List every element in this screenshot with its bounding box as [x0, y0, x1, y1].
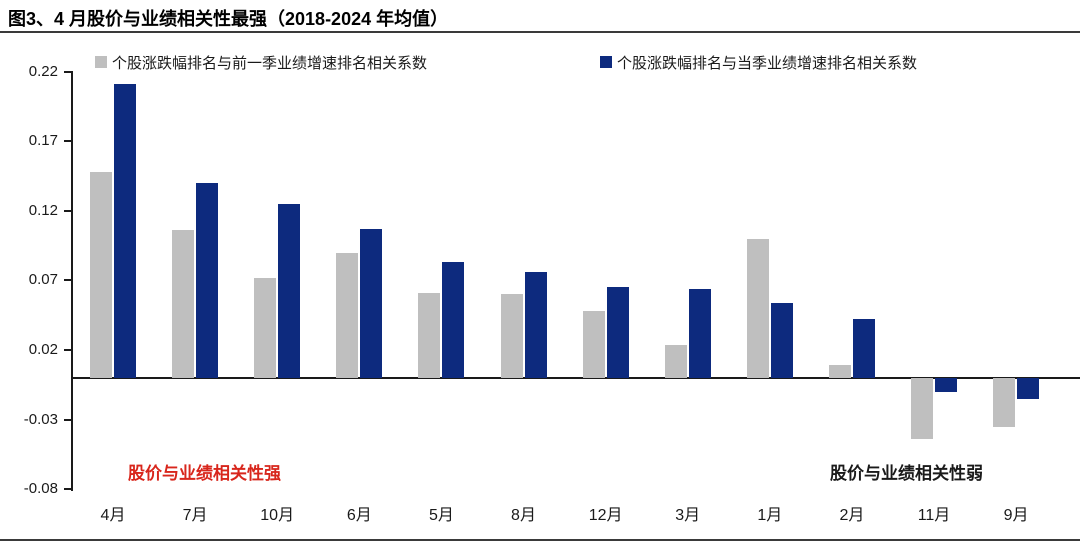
bar-prev-quarter [172, 230, 195, 378]
y-axis-line [71, 71, 73, 491]
annotation-weak-correlation: 股价与业绩相关性弱 [830, 464, 983, 483]
bar-current-quarter [935, 378, 957, 392]
y-axis-tick-label: 0.22 [28, 62, 58, 80]
x-axis-category-label: 1月 [757, 507, 783, 524]
figure-bottom-divider [0, 539, 1080, 541]
x-axis-category-label: 5月 [428, 507, 454, 524]
legend-item-current-quarter: 个股涨跌幅排名与当季业绩增速排名相关系数 [600, 52, 917, 72]
y-axis-tick-mark [64, 140, 72, 143]
y-axis-tick-mark [64, 488, 72, 491]
x-axis-category-label: 12月 [588, 507, 623, 524]
legend-swatch-blue [600, 56, 612, 68]
bar-prev-quarter [664, 344, 687, 378]
title-divider [0, 31, 1080, 33]
bar-prev-quarter [336, 252, 359, 378]
chart-title: 图3、4 月股价与业绩相关性最强（2018-2024 年均值） [8, 9, 449, 29]
bar-current-quarter [606, 287, 629, 378]
zero-baseline [71, 377, 1080, 379]
y-axis-tick-mark [64, 279, 72, 282]
y-axis-tick-label: -0.03 [23, 410, 58, 428]
x-axis-category-label: 9月 [1003, 507, 1029, 524]
bar-current-quarter [278, 203, 301, 378]
x-axis-category-label: 2月 [839, 507, 865, 524]
y-axis-tick-mark [64, 209, 72, 212]
y-axis-tick-label: 0.17 [28, 132, 58, 150]
bar-current-quarter [196, 182, 219, 378]
bar-current-quarter [114, 84, 136, 378]
bar-prev-quarter [828, 365, 851, 378]
bar-prev-quarter [911, 378, 933, 440]
legend-swatch-gray [95, 56, 107, 68]
x-axis-category-label: 6月 [346, 507, 372, 524]
y-axis-tick-mark [64, 349, 72, 352]
bar-prev-quarter [418, 293, 441, 378]
bar-prev-quarter [90, 171, 112, 378]
bar-current-quarter [442, 262, 465, 378]
bar-current-quarter [852, 319, 875, 378]
y-axis-tick-label: 0.02 [28, 341, 58, 359]
annotation-strong-correlation: 股价与业绩相关性强 [128, 464, 281, 483]
bar-current-quarter [524, 272, 547, 378]
x-axis-category-label: 3月 [675, 507, 701, 524]
x-axis-category-label: 8月 [511, 507, 536, 524]
bar-prev-quarter [746, 238, 769, 378]
bar-prev-quarter [993, 378, 1016, 427]
bar-prev-quarter [582, 311, 605, 378]
bar-current-quarter [1017, 378, 1040, 399]
y-axis-tick-mark [64, 418, 72, 421]
x-axis-category-label: 10月 [260, 507, 295, 524]
legend-item-prev-quarter: 个股涨跌幅排名与前一季业绩增速排名相关系数 [95, 52, 427, 72]
y-axis-tick-label: 0.12 [28, 201, 58, 219]
bar-current-quarter [360, 228, 383, 378]
x-axis-category-label: 7月 [182, 507, 208, 524]
bar-prev-quarter [254, 277, 277, 378]
x-axis-category-label: 4月 [100, 507, 126, 524]
x-axis-category-label: 11月 [917, 507, 951, 524]
bar-current-quarter [688, 288, 711, 378]
legend-label: 个股涨跌幅排名与前一季业绩增速排名相关系数 [112, 54, 428, 72]
y-axis-tick-label: -0.08 [23, 480, 58, 498]
legend-label: 个股涨跌幅排名与当季业绩增速排名相关系数 [617, 54, 918, 72]
bar-current-quarter [770, 302, 793, 378]
bar-prev-quarter [500, 294, 523, 378]
y-axis-tick-mark [64, 70, 72, 73]
y-axis-tick-label: 0.07 [28, 271, 58, 289]
